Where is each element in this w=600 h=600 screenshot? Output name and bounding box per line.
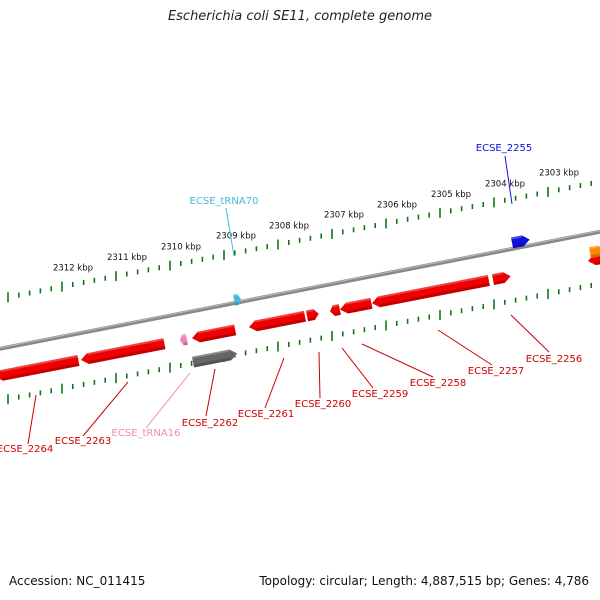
gene-label: ECSE_2261 — [238, 409, 294, 420]
callout-line — [510, 314, 550, 353]
gene-ecse-2257 — [491, 272, 511, 286]
gene-label: ECSE_2257 — [468, 366, 524, 377]
accession-label: Accession: NC_011415 — [9, 574, 146, 588]
kbp-label: 2312 kbp — [53, 264, 93, 274]
gene-label: ECSE_tRNA16 — [112, 428, 181, 439]
kbp-label: 2309 kbp — [216, 232, 256, 242]
kbp-label: 2310 kbp — [161, 242, 201, 252]
gene-ecse-2260 — [305, 309, 319, 322]
gene-ecse-2262 — [192, 324, 237, 343]
backbone-line — [0, 229, 600, 351]
kbp-label: 2307 kbp — [324, 211, 364, 221]
kbp-label: 2306 kbp — [377, 200, 417, 210]
gene-label: ECSE_tRNA70 — [190, 196, 259, 207]
gene-label: ECSE_2256 — [526, 354, 582, 365]
orange-feature — [588, 245, 600, 259]
callout-line — [82, 381, 129, 437]
gene-ecse-2255 — [510, 235, 530, 249]
kbp-label: 2311 kbp — [107, 253, 147, 263]
map-title: Escherichia coli SE11, complete genome — [167, 9, 433, 24]
outer-tick-ring — [7, 180, 593, 303]
gray-feature — [191, 349, 238, 368]
gene-ecse-2261 — [249, 310, 306, 332]
kbp-label: 2303 kbp — [539, 169, 579, 179]
kbp-label: 2305 kbp — [431, 190, 471, 200]
genome-backbone — [0, 229, 600, 351]
feature-track — [0, 235, 600, 381]
kbp-label: 2308 kbp — [269, 221, 309, 231]
gene-ecse-2263 — [81, 338, 166, 365]
inner-tick-ring — [7, 282, 593, 405]
gene-ecse-2259 — [330, 304, 341, 317]
callout-line — [27, 394, 37, 445]
gene-label: ECSE_2264 — [0, 444, 53, 455]
callout-line — [264, 357, 285, 409]
kbp-label: 2304 kbp — [485, 179, 525, 189]
genome-summary: Topology: circular; Length: 4,887,515 bp… — [259, 574, 589, 588]
trna-ecse-trna70 — [232, 293, 241, 306]
gene-ecse-2264 — [0, 355, 80, 381]
gene-label: ECSE_2258 — [410, 378, 466, 389]
gene-label: ECSE_2259 — [352, 389, 408, 400]
gene-label: ECSE_2260 — [295, 399, 351, 410]
callout-line — [318, 351, 321, 399]
gene-ecse-2258 — [372, 275, 490, 308]
gene-label: ECSE_2263 — [55, 436, 111, 447]
gene-label: ECSE_2262 — [182, 418, 238, 429]
gene-callouts: ECSE_2255ECSE_tRNA70ECSE_2256ECSE_2257EC… — [0, 143, 582, 455]
callout-line — [225, 207, 235, 257]
backbone-highlight — [0, 230, 600, 349]
callout-line — [205, 368, 216, 417]
trna-ecse-trna16 — [180, 333, 188, 346]
callout-line — [145, 372, 191, 429]
callout-line — [504, 155, 513, 205]
callout-line — [361, 343, 434, 378]
gene-label: ECSE_2255 — [476, 143, 532, 154]
gene-ecse-2259b — [340, 297, 373, 314]
callout-line — [437, 329, 493, 366]
kbp-labels: 2312 kbp 2311 kbp 2310 kbp 2309 kbp 2308 kbp… — [53, 169, 579, 274]
callout-line — [341, 347, 374, 389]
